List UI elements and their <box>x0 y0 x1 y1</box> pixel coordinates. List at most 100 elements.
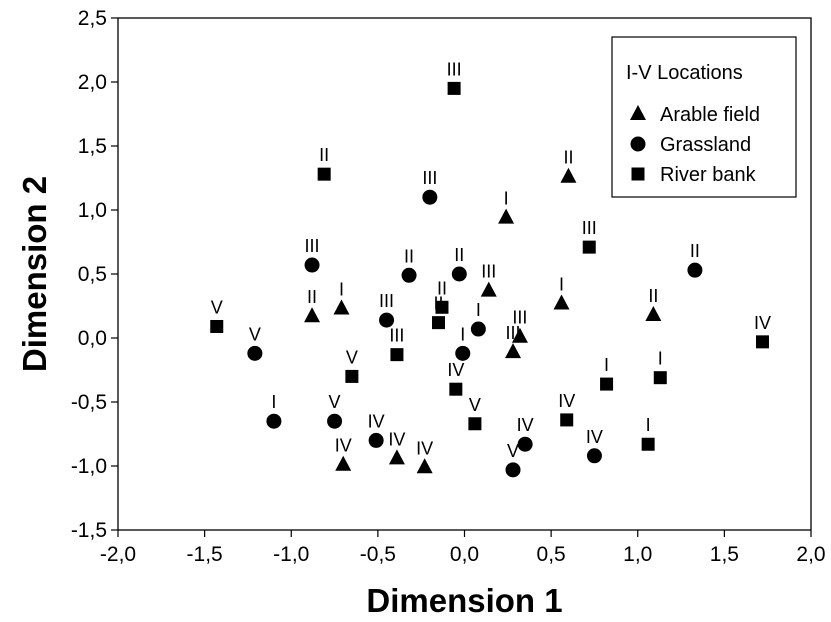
point-label: I <box>271 392 276 412</box>
x-tick-label: -0,5 <box>360 543 396 566</box>
legend-arable-field-label: Arable field <box>660 104 760 126</box>
point-label: I <box>646 415 651 435</box>
arable-field-point <box>304 307 321 323</box>
legend-arable-field-marker <box>630 105 646 120</box>
legend-grassland-label: Grassland <box>660 134 751 156</box>
river-bank-point <box>468 417 482 431</box>
river-bank-point <box>390 348 404 362</box>
point-label: IV <box>754 313 771 333</box>
y-tick-label: -1,0 <box>71 455 107 478</box>
point-label: V <box>507 441 519 461</box>
point-label: III <box>389 326 404 346</box>
river-bank-point <box>210 319 224 333</box>
point-label: V <box>329 392 341 412</box>
arable-field-point <box>416 458 433 474</box>
arable-field-point <box>511 327 528 343</box>
grassland-point <box>368 432 384 448</box>
point-label: II <box>319 145 329 165</box>
x-tick-label: -1,0 <box>273 543 309 566</box>
y-tick-label: -1,5 <box>71 519 107 542</box>
point-label: IV <box>517 415 534 435</box>
point-label: III <box>305 236 320 256</box>
x-tick-label: -1,5 <box>187 543 223 566</box>
x-tick-label: 2,0 <box>796 543 825 566</box>
legend-river-bank-label: River bank <box>660 164 757 186</box>
point-label: I <box>460 324 465 344</box>
x-tick-label: 0,5 <box>537 543 566 566</box>
arable-field-point <box>645 305 662 321</box>
point-label: III <box>447 59 462 79</box>
x-axis-title: Dimension 1 <box>366 582 562 617</box>
grassland-point <box>687 262 703 278</box>
y-tick-label: 1,5 <box>78 135 107 158</box>
arable-field-point <box>553 294 570 310</box>
grassland-point <box>517 436 533 452</box>
legend-river-bank-marker <box>631 167 645 181</box>
grassland-point <box>327 413 343 429</box>
point-label: II <box>454 245 464 265</box>
arable-field-point <box>505 343 522 359</box>
point-label: II <box>563 148 573 168</box>
point-label: IV <box>388 429 405 449</box>
point-label: V <box>469 395 481 415</box>
point-label: II <box>690 241 700 261</box>
arable-field-point <box>335 455 352 471</box>
river-bank-point <box>560 413 574 427</box>
point-label: III <box>422 168 437 188</box>
arable-field-point <box>480 281 497 297</box>
point-label: IV <box>416 438 433 458</box>
axes: -2,0 -1,5 -1,0 -0,5 0,0 0,5 1,0 1,5 2,0-1,5-1,0-… <box>71 7 826 566</box>
y-tick-label: 2,0 <box>78 71 107 94</box>
point-label: I <box>604 355 609 375</box>
river-bank-point <box>449 382 463 396</box>
grassland-point <box>586 448 602 464</box>
point-label: II <box>437 278 447 298</box>
point-label: I <box>658 349 663 369</box>
point-label: IV <box>368 411 385 431</box>
river-bank-point <box>432 316 446 330</box>
river-bank-point <box>345 369 359 383</box>
point-label: III <box>512 308 527 328</box>
grassland-point <box>451 266 467 282</box>
point-label: II <box>648 286 658 306</box>
point-label: III <box>379 291 394 311</box>
point-label: II <box>434 294 444 314</box>
grassland-point <box>422 189 438 205</box>
y-tick-label: 0,0 <box>78 327 107 350</box>
legend: I-V Locations Arable field Grassland River … <box>611 36 797 198</box>
point-label: V <box>211 297 223 317</box>
arable-field-point <box>333 299 350 315</box>
point-label: I <box>339 280 344 300</box>
point-label: IV <box>447 360 464 380</box>
y-tick-label: -0,5 <box>71 391 107 414</box>
river-bank-point <box>447 81 461 95</box>
grassland-point <box>247 345 263 361</box>
river-bank-point <box>653 371 667 385</box>
grassland-point <box>401 267 417 283</box>
arable-field-point <box>388 449 405 465</box>
point-label: I <box>476 300 481 320</box>
grassland-point <box>379 312 395 328</box>
grassland-point <box>304 257 320 273</box>
river-bank-point <box>755 335 769 349</box>
river-bank-point <box>600 377 614 391</box>
arable-field-point <box>498 208 515 224</box>
river-bank-point <box>435 300 449 314</box>
legend-title: I-V Locations <box>626 62 743 84</box>
y-tick-label: 2,5 <box>78 7 107 30</box>
river-bank-point <box>317 167 331 181</box>
x-tick-label: 1,0 <box>623 543 652 566</box>
grassland-point <box>266 413 282 429</box>
point-label: IV <box>558 391 575 411</box>
grassland-point <box>470 321 486 337</box>
point-label: II <box>307 287 317 307</box>
point-label: III <box>481 262 496 282</box>
point-label: IV <box>335 436 352 456</box>
x-tick-label: 1,5 <box>710 543 739 566</box>
grassland-point <box>455 345 471 361</box>
point-label: II <box>404 246 414 266</box>
river-bank-point <box>641 437 655 451</box>
